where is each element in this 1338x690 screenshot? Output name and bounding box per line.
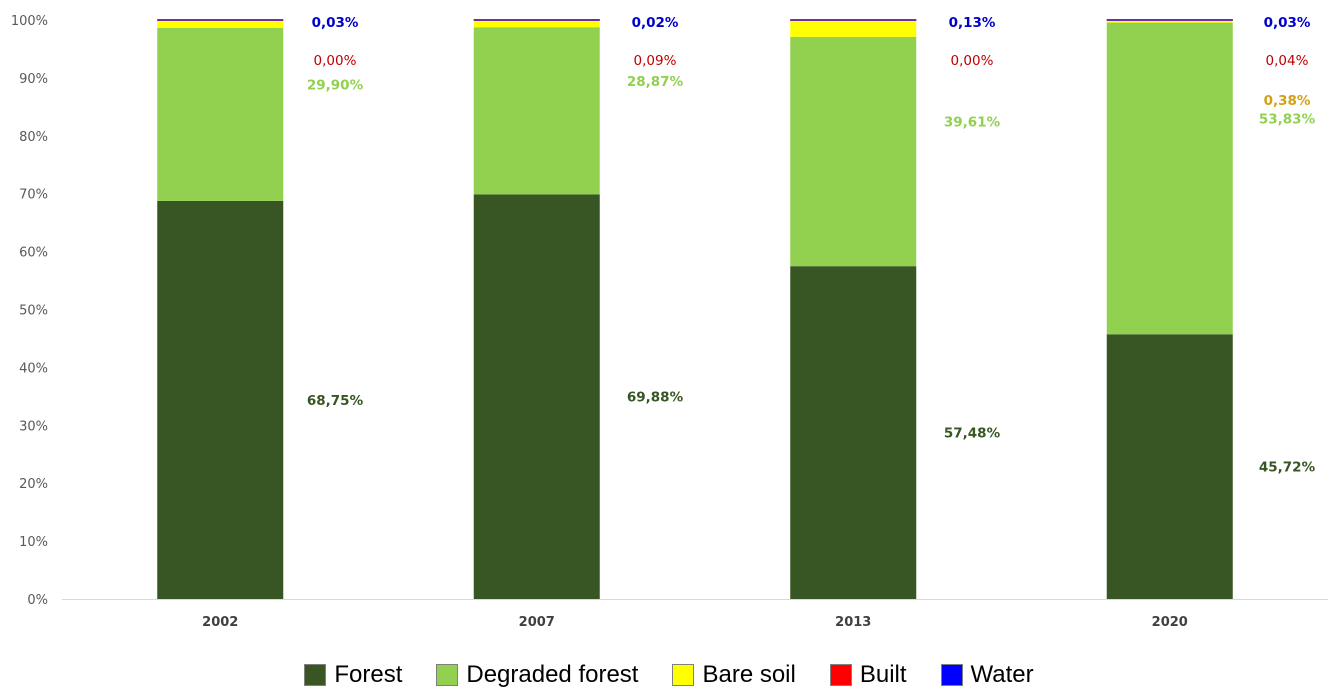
bar-segment-bare-soil xyxy=(790,20,917,37)
bar-segment-bare-soil xyxy=(473,20,600,28)
legend-item-built: Built xyxy=(829,661,907,689)
data-label-water: 0,03% xyxy=(312,15,359,31)
data-label-forest: 45,72% xyxy=(1259,460,1316,476)
bar-segment-degraded-forest xyxy=(473,27,600,195)
data-label-water: 0,03% xyxy=(1264,15,1311,31)
bar-segment-degraded-forest xyxy=(1106,22,1233,335)
legend-swatch xyxy=(436,664,459,686)
legend-label: Forest xyxy=(334,661,403,688)
legend-item-bare-soil: Bare soil xyxy=(672,661,796,689)
bar-segment-forest xyxy=(790,266,917,599)
bars xyxy=(157,19,1233,599)
bar-top-sliver xyxy=(473,19,600,21)
y-tick-label: 50% xyxy=(19,304,48,319)
x-tick-label: 2007 xyxy=(519,615,555,630)
legend-label: Degraded forest xyxy=(466,661,639,688)
legend-item-forest: Forest xyxy=(304,661,402,689)
stacked-bar-chart: 0% 10% 20% 30% 40% 50% 60% 70% 80% 90% 100% 68,75%… xyxy=(11,14,1328,630)
bar-segment-degraded-forest xyxy=(157,27,284,201)
bar-segment-forest xyxy=(1106,334,1233,599)
y-tick-label: 0% xyxy=(27,593,48,608)
bar-segment-degraded-forest xyxy=(790,36,917,267)
legend-swatch xyxy=(829,664,852,686)
data-label-degraded-forest: 53,83% xyxy=(1259,111,1316,127)
bar-top-sliver xyxy=(157,19,284,21)
x-tick-label: 2002 xyxy=(202,615,238,630)
data-label-forest: 57,48% xyxy=(944,426,1001,442)
legend: Forest Degraded forest Bare soil Built Water xyxy=(0,660,1338,690)
y-axis: 0% 10% 20% 30% 40% 50% 60% 70% 80% 90% 100% xyxy=(11,14,48,608)
legend-swatch xyxy=(940,664,963,686)
y-tick-label: 10% xyxy=(19,535,48,550)
x-axis: 2002 2007 2013 2020 xyxy=(62,599,1328,630)
legend-item-degraded-forest: Degraded forest xyxy=(436,661,638,689)
x-tick-label: 2020 xyxy=(1152,615,1188,630)
legend-label: Built xyxy=(859,661,907,688)
data-label-forest: 68,75% xyxy=(307,393,364,409)
y-tick-label: 30% xyxy=(19,419,48,434)
data-label-built: 0,04% xyxy=(1266,53,1309,69)
data-label-degraded-forest: 28,87% xyxy=(627,74,684,90)
x-tick-label: 2013 xyxy=(835,615,871,630)
legend-label: Water xyxy=(970,661,1034,688)
y-tick-label: 70% xyxy=(19,188,48,203)
y-tick-label: 20% xyxy=(19,477,48,492)
data-label-water: 0,02% xyxy=(632,15,679,31)
data-label-degraded-forest: 39,61% xyxy=(944,115,1001,131)
y-tick-label: 80% xyxy=(19,130,48,145)
bar-top-sliver xyxy=(790,19,917,21)
legend-item-water: Water xyxy=(940,661,1034,689)
y-tick-label: 90% xyxy=(19,72,48,87)
data-label-built: 0,09% xyxy=(634,53,677,69)
legend-swatch xyxy=(304,664,327,686)
bar-segment-bare-soil xyxy=(1106,20,1233,23)
legend-swatch xyxy=(672,664,695,686)
legend-label: Bare soil xyxy=(702,661,796,688)
bar-top-sliver xyxy=(1106,19,1233,21)
bar-segment-forest xyxy=(473,194,600,599)
data-label-built: 0,00% xyxy=(314,53,357,69)
data-label-forest: 69,88% xyxy=(627,390,684,406)
data-label-bare-soil: 0,38% xyxy=(1264,93,1311,109)
y-tick-label: 100% xyxy=(11,14,48,29)
y-tick-label: 40% xyxy=(19,361,48,376)
bar-segment-bare-soil xyxy=(157,20,284,28)
data-label-degraded-forest: 29,90% xyxy=(307,77,364,93)
data-label-water: 0,13% xyxy=(949,15,996,31)
bar-segment-forest xyxy=(157,200,284,599)
data-label-built: 0,00% xyxy=(951,53,994,69)
data-labels: 68,75% 29,90% 0,00% 0,03% 69,88% 28,87% 0,09% 0… xyxy=(307,15,1316,476)
y-tick-label: 60% xyxy=(19,246,48,261)
